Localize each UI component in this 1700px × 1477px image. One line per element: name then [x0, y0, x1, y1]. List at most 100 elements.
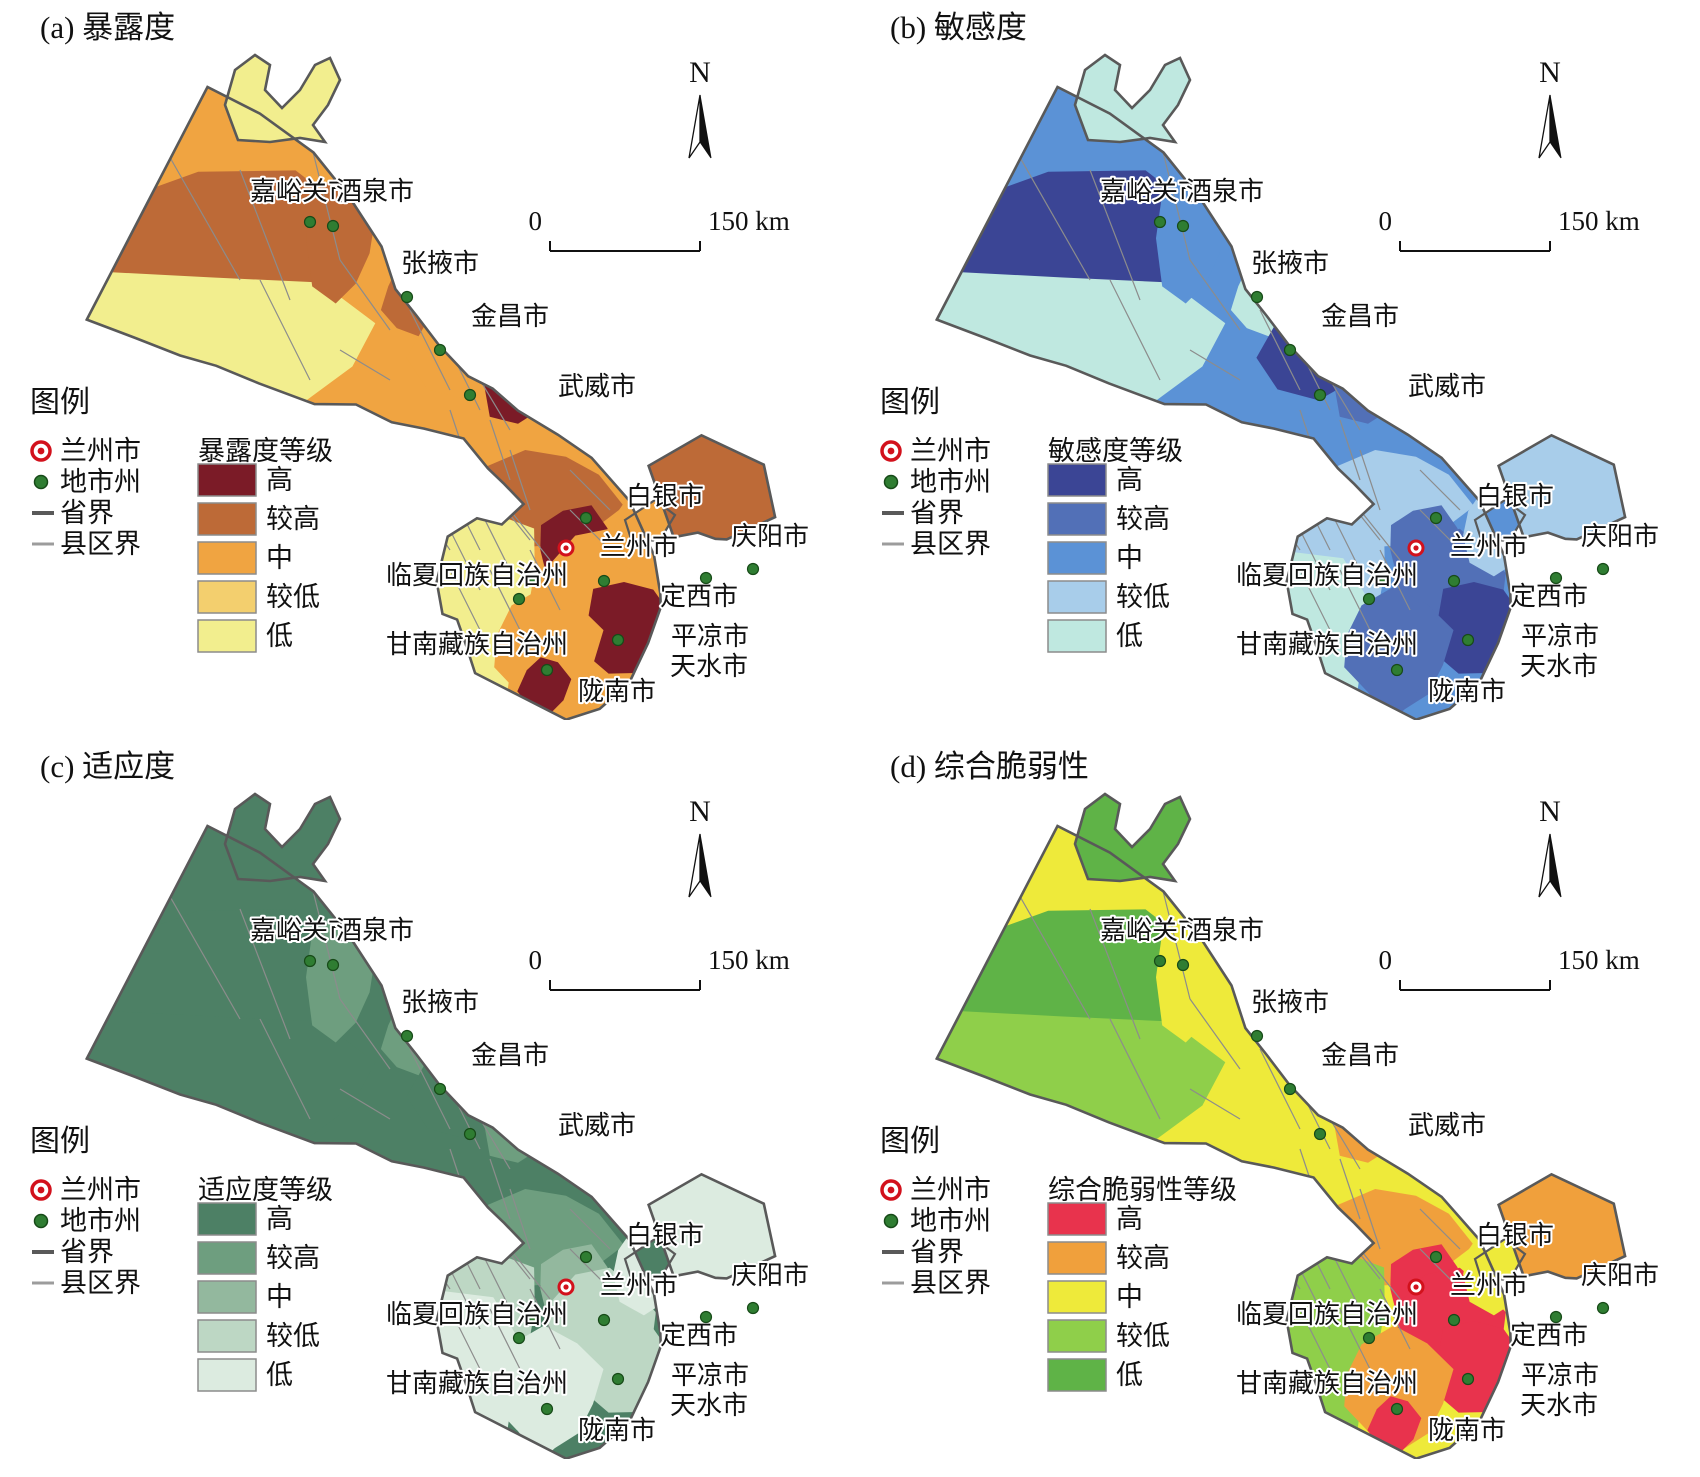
svg-text:庆阳市: 庆阳市 [1581, 1261, 1659, 1290]
svg-text:低: 低 [1116, 621, 1143, 651]
svg-text:N: N [1539, 56, 1561, 89]
svg-text:临夏回族自治州: 临夏回族自治州 [1236, 561, 1418, 590]
svg-text:省界: 省界 [910, 498, 964, 528]
svg-text:N: N [689, 795, 711, 828]
svg-text:兰州市: 兰州市 [600, 1271, 678, 1300]
svg-text:中: 中 [1116, 1282, 1143, 1312]
svg-text:N: N [689, 56, 711, 89]
svg-text:甘南藏族自治州: 甘南藏族自治州 [1236, 630, 1418, 659]
svg-text:0: 0 [1379, 945, 1393, 975]
svg-text:适应度等级: 适应度等级 [198, 1175, 333, 1205]
svg-text:150 km: 150 km [708, 206, 790, 236]
svg-text:甘南藏族自治州: 甘南藏族自治州 [386, 630, 568, 659]
svg-text:天水市: 天水市 [670, 1391, 748, 1420]
svg-text:较低: 较低 [1116, 1321, 1170, 1351]
svg-text:天水市: 天水市 [1520, 1391, 1598, 1420]
svg-text:定西市: 定西市 [660, 582, 738, 611]
svg-text:平凉市: 平凉市 [671, 1361, 749, 1390]
svg-text:县区界: 县区界 [910, 529, 991, 559]
svg-text:金昌市: 金昌市 [1321, 1041, 1399, 1070]
svg-text:低: 低 [266, 621, 293, 651]
svg-text:平凉市: 平凉市 [1521, 622, 1599, 651]
svg-text:白银市: 白银市 [626, 482, 704, 511]
svg-text:酒泉市: 酒泉市 [336, 177, 414, 206]
svg-text:150 km: 150 km [1558, 945, 1640, 975]
svg-text:150 km: 150 km [708, 945, 790, 975]
svg-text:张掖市: 张掖市 [401, 249, 479, 278]
svg-text:白银市: 白银市 [1476, 1221, 1554, 1250]
svg-text:中: 中 [266, 1282, 293, 1312]
svg-text:高: 高 [266, 1204, 293, 1234]
svg-text:图例: 图例 [30, 1125, 90, 1158]
svg-text:高: 高 [1116, 1204, 1143, 1234]
svg-text:较高: 较高 [1116, 1243, 1170, 1273]
svg-text:0: 0 [529, 945, 543, 975]
svg-text:图例: 图例 [880, 386, 940, 419]
svg-text:兰州市: 兰州市 [60, 1175, 141, 1205]
svg-text:酒泉市: 酒泉市 [1186, 916, 1264, 945]
svg-text:综合脆弱性等级: 综合脆弱性等级 [1048, 1175, 1237, 1205]
svg-text:定西市: 定西市 [1510, 582, 1588, 611]
svg-text:敏感度等级: 敏感度等级 [1048, 436, 1183, 466]
svg-text:县区界: 县区界 [60, 1268, 141, 1298]
svg-text:临夏回族自治州: 临夏回族自治州 [1236, 1300, 1418, 1329]
svg-text:白银市: 白银市 [626, 1221, 704, 1250]
svg-text:庆阳市: 庆阳市 [731, 1261, 809, 1290]
svg-text:(d) 综合脆弱性: (d) 综合脆弱性 [890, 749, 1089, 784]
svg-text:金昌市: 金昌市 [1321, 302, 1399, 331]
svg-text:陇南市: 陇南市 [578, 677, 656, 706]
svg-text:武威市: 武威市 [558, 372, 636, 401]
svg-text:(a) 暴露度: (a) 暴露度 [40, 10, 175, 45]
svg-text:陇南市: 陇南市 [1428, 677, 1506, 706]
svg-text:高: 高 [266, 465, 293, 495]
svg-text:天水市: 天水市 [670, 652, 748, 681]
svg-text:地市州: 地市州 [60, 1206, 141, 1236]
svg-text:临夏回族自治州: 临夏回族自治州 [386, 1300, 568, 1329]
svg-text:较高: 较高 [266, 504, 320, 534]
svg-text:省界: 省界 [910, 1237, 964, 1267]
svg-text:庆阳市: 庆阳市 [731, 522, 809, 551]
svg-text:地市州: 地市州 [910, 467, 991, 497]
svg-text:暴露度等级: 暴露度等级 [198, 436, 333, 466]
svg-text:武威市: 武威市 [558, 1111, 636, 1140]
svg-text:张掖市: 张掖市 [401, 988, 479, 1017]
svg-text:平凉市: 平凉市 [671, 622, 749, 651]
svg-text:较高: 较高 [266, 1243, 320, 1273]
svg-text:中: 中 [266, 543, 293, 573]
svg-text:较高: 较高 [1116, 504, 1170, 534]
svg-text:中: 中 [1116, 543, 1143, 573]
svg-text:甘南藏族自治州: 甘南藏族自治州 [386, 1369, 568, 1398]
svg-text:金昌市: 金昌市 [471, 302, 549, 331]
svg-text:陇南市: 陇南市 [578, 1416, 656, 1445]
svg-text:兰州市: 兰州市 [910, 1175, 991, 1205]
svg-text:兰州市: 兰州市 [1450, 532, 1528, 561]
svg-text:白银市: 白银市 [1476, 482, 1554, 511]
svg-text:金昌市: 金昌市 [471, 1041, 549, 1070]
svg-text:天水市: 天水市 [1520, 652, 1598, 681]
svg-text:酒泉市: 酒泉市 [336, 916, 414, 945]
svg-text:地市州: 地市州 [60, 467, 141, 497]
svg-text:高: 高 [1116, 465, 1143, 495]
svg-text:酒泉市: 酒泉市 [1186, 177, 1264, 206]
svg-text:低: 低 [1116, 1360, 1143, 1390]
svg-text:低: 低 [266, 1360, 293, 1390]
svg-text:兰州市: 兰州市 [600, 532, 678, 561]
svg-text:兰州市: 兰州市 [1450, 1271, 1528, 1300]
svg-text:省界: 省界 [60, 498, 114, 528]
svg-text:较低: 较低 [266, 582, 320, 612]
svg-text:平凉市: 平凉市 [1521, 1361, 1599, 1390]
svg-text:图例: 图例 [880, 1125, 940, 1158]
svg-text:150 km: 150 km [1558, 206, 1640, 236]
svg-text:临夏回族自治州: 临夏回族自治州 [386, 561, 568, 590]
svg-text:甘南藏族自治州: 甘南藏族自治州 [1236, 1369, 1418, 1398]
svg-text:省界: 省界 [60, 1237, 114, 1267]
svg-text:县区界: 县区界 [60, 529, 141, 559]
svg-text:图例: 图例 [30, 386, 90, 419]
svg-text:N: N [1539, 795, 1561, 828]
svg-text:定西市: 定西市 [660, 1321, 738, 1350]
svg-text:较低: 较低 [1116, 582, 1170, 612]
svg-text:地市州: 地市州 [910, 1206, 991, 1236]
svg-text:(b) 敏感度: (b) 敏感度 [890, 10, 1027, 45]
svg-text:较低: 较低 [266, 1321, 320, 1351]
svg-text:武威市: 武威市 [1408, 372, 1486, 401]
